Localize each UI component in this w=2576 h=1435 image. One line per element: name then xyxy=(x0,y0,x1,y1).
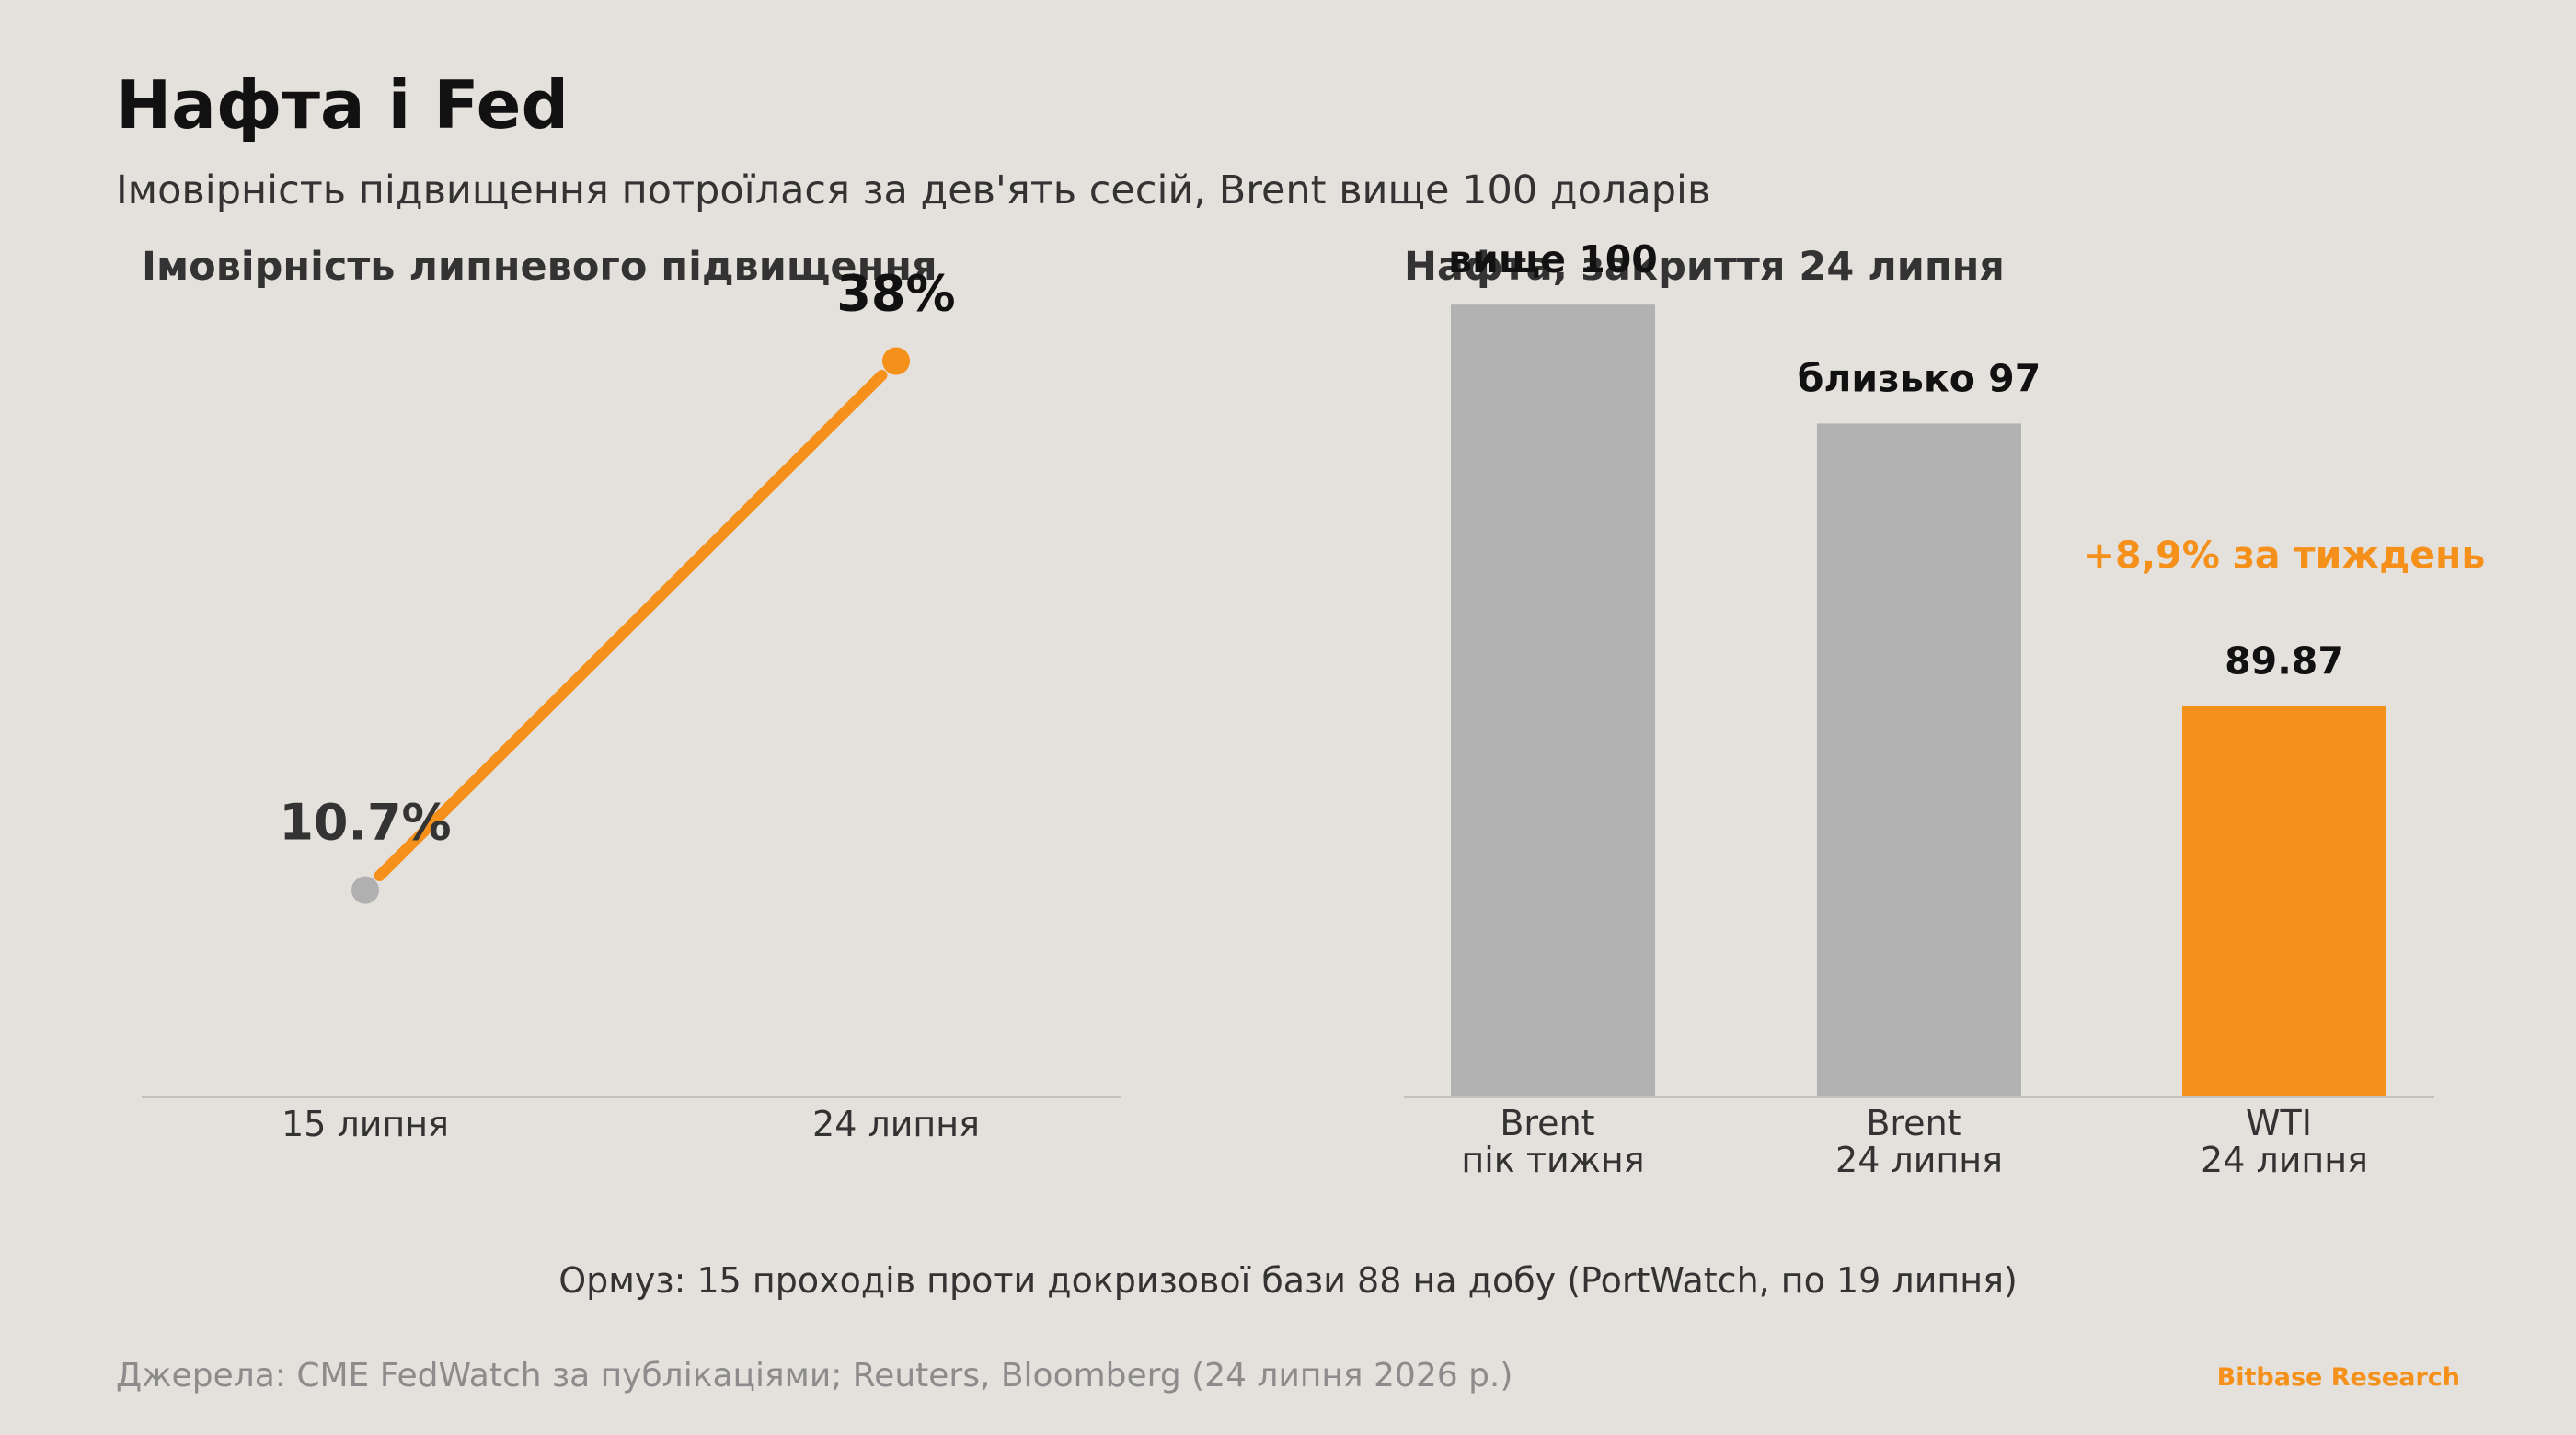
line-chart: Імовірність липневого підвищення 10.7% 38… xyxy=(142,244,1121,1144)
page-title: Нафта і Fed xyxy=(116,66,569,144)
bar-x-tick-label: WTI 24 липня xyxy=(2201,1103,2368,1180)
bar-x-tick-label: Brent пік тижня xyxy=(1461,1103,1644,1180)
bar-x-tick-label: Brent 24 липня xyxy=(1835,1103,2003,1180)
bar-chart-marks: вище 100 близько 97 89.87 +8,9% за тиждень xyxy=(1448,237,2485,1097)
bar xyxy=(1817,423,2021,1097)
hormuz-note: Ормуз: 15 проходів проти докризової бази… xyxy=(558,1260,2018,1301)
line-x-tick-label: 24 липня xyxy=(812,1104,980,1144)
data-point-end xyxy=(882,347,910,375)
data-point-start xyxy=(351,876,379,904)
data-label-start: 10.7% xyxy=(279,794,451,852)
source-note: Джерела: CME FedWatch за публікаціями; R… xyxy=(116,1357,1513,1395)
brand-logo: Bitbase Research xyxy=(2216,1363,2460,1392)
bar-chart: Нафта, закриття 24 липня вище 100 близько… xyxy=(1404,237,2485,1180)
line-chart-marks: 10.7% 38% xyxy=(279,264,956,904)
bar-chart-title: Нафта, закриття 24 липня xyxy=(1404,244,2005,290)
series-line xyxy=(374,369,888,882)
bar-value-label: близько 97 xyxy=(1798,356,2041,400)
bar xyxy=(1451,304,1655,1097)
data-label-end: 38% xyxy=(836,264,955,322)
bar xyxy=(2182,706,2386,1097)
line-x-tick-label: 15 липня xyxy=(282,1104,449,1144)
bar-value-label: 89.87 xyxy=(2225,639,2344,683)
page-subtitle: Імовірність підвищення потроїлася за дев… xyxy=(116,167,1711,213)
weekly-change-annotation: +8,9% за тиждень xyxy=(2084,534,2486,578)
line-chart-title: Імовірність липневого підвищення xyxy=(142,244,937,290)
bar-value-label: вище 100 xyxy=(1448,237,1658,281)
